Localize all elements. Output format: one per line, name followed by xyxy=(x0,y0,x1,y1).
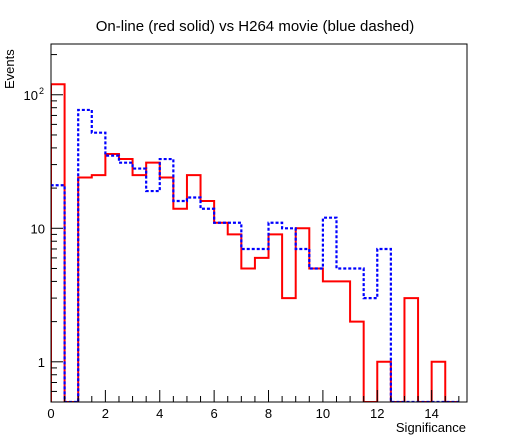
y-tick-label: 10 xyxy=(24,88,38,103)
x-tick-label: 0 xyxy=(47,406,54,421)
x-tick-label: 14 xyxy=(424,406,438,421)
x-tick-label: 10 xyxy=(316,406,330,421)
x-axis-label: Significance xyxy=(396,420,466,435)
x-tick-label: 2 xyxy=(102,406,109,421)
y-tick-label: 10 xyxy=(31,221,45,236)
plot-frame xyxy=(50,43,468,403)
y-axis-label: Events xyxy=(2,49,17,89)
y-tick-exponent: 2 xyxy=(39,86,44,96)
x-tick-label: 4 xyxy=(156,406,163,421)
series-line-h264 xyxy=(51,108,459,402)
chart-title: On-line (red solid) vs H264 movie (blue … xyxy=(96,18,414,35)
x-tick-label: 8 xyxy=(265,406,272,421)
y-tick-label: 1 xyxy=(38,355,45,370)
x-tick-label: 6 xyxy=(211,406,218,421)
x-tick-label: 12 xyxy=(370,406,384,421)
